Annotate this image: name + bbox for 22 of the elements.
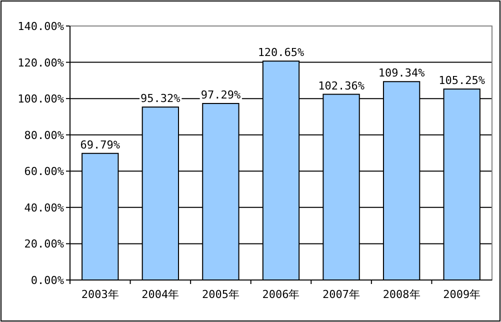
y-tick-label: 80.00% xyxy=(24,128,64,142)
x-tick-label: 2007年 xyxy=(322,288,360,301)
x-tick-label: 2008年 xyxy=(382,288,420,301)
data-label: 97.29% xyxy=(200,88,241,102)
y-tick-label: 20.00% xyxy=(24,238,64,251)
x-tick-label: 2006年 xyxy=(262,288,300,301)
x-tick-label: 2003年 xyxy=(81,288,119,301)
x-tick-label: 2005年 xyxy=(202,288,240,301)
x-tick-label: 2004年 xyxy=(142,288,180,301)
data-label: 69.79% xyxy=(80,138,120,152)
data-label: 95.32% xyxy=(140,92,181,106)
y-tick-label: 140.00% xyxy=(18,20,64,33)
data-label: 109.34% xyxy=(378,66,426,80)
y-tick-label: 100.00% xyxy=(18,92,64,106)
y-tick-label: 60.00% xyxy=(24,165,64,178)
y-tick-label: 40.00% xyxy=(24,201,64,214)
y-tick-label: 0.00% xyxy=(30,274,64,287)
x-tick-label: 2009年 xyxy=(443,288,481,301)
data-label: 102.36% xyxy=(318,79,365,92)
data-label: 105.25% xyxy=(438,74,486,88)
data-label: 120.65% xyxy=(258,46,305,60)
y-tick-label: 120.00% xyxy=(18,56,64,70)
